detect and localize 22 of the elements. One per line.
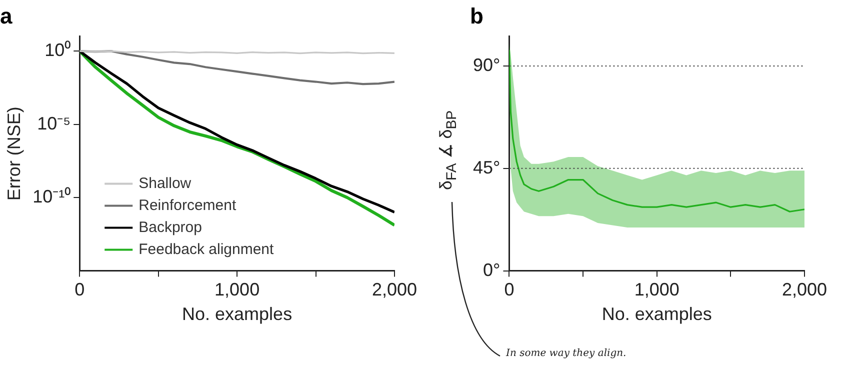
chart-title: b — [470, 3, 484, 28]
y-tick-label: 90° — [472, 54, 500, 75]
y-axis-title: Error (NSE) — [4, 106, 24, 201]
y-tick-label: 0° — [483, 260, 500, 280]
chart-title: a — [0, 3, 13, 28]
x-tick-label: 2,000 — [372, 280, 417, 300]
x-axis-title: No. examples — [182, 304, 292, 324]
x-axis-title: No. examples — [602, 304, 712, 324]
text: In some way they align. — [506, 348, 626, 359]
y-tick-label: 10⁻⁵ — [37, 113, 71, 134]
legend-label: Backprop — [138, 218, 202, 236]
x-tick-label: 0 — [74, 280, 85, 300]
x-tick-label: 0 — [504, 280, 514, 300]
legend-label: Shallow — [138, 174, 192, 192]
legend-label: Reinforcement — [138, 196, 237, 214]
x-tick-label: 1,000 — [214, 280, 260, 300]
y-tick-label: 10⁻¹⁰ — [32, 186, 71, 207]
y-tick-label: 45° — [472, 157, 500, 178]
y-tick-label: 10⁰ — [44, 40, 71, 60]
legend-label: Feedback alignment — [138, 240, 275, 258]
x-tick-label: 1,000 — [634, 280, 680, 300]
x-tick-label: 2,000 — [782, 280, 827, 300]
